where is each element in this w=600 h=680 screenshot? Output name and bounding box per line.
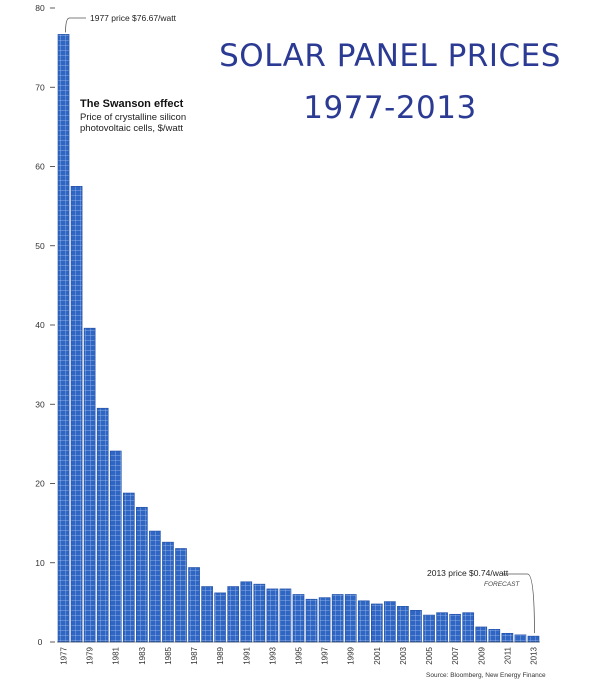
bar-2004 — [410, 609, 422, 643]
y-tick-label: 10 — [35, 558, 45, 568]
bar-2002 — [384, 601, 396, 643]
x-tick-label: 1981 — [112, 646, 121, 664]
y-tick-label: 30 — [35, 399, 45, 409]
bar-1989 — [214, 592, 227, 643]
bar-1984 — [149, 530, 161, 643]
bar-1995 — [292, 594, 305, 643]
swanson-effect-title: The Swanson effect — [80, 98, 184, 110]
x-tick-label: 2007 — [451, 646, 460, 664]
bar-2008 — [462, 612, 475, 643]
x-tick-label: 2001 — [373, 646, 382, 664]
bar-1998 — [331, 594, 344, 643]
callout-2013-price: 2013 price $0.74/watt — [427, 568, 509, 578]
bar-1993 — [266, 588, 279, 643]
x-tick-label: 1995 — [295, 646, 304, 664]
leader-2013 — [503, 573, 535, 634]
y-tick-label: 0 — [38, 637, 43, 647]
y-tick-label: 20 — [35, 479, 45, 489]
swanson-effect-subtitle: Price of crystalline silicon photovoltai… — [80, 112, 187, 134]
source-note: Source: Bloomberg, New Energy Finance — [426, 672, 546, 679]
bar-1982 — [122, 492, 135, 643]
x-tick-label: 1979 — [86, 646, 95, 664]
bar-1978 — [70, 186, 83, 643]
x-tick-label: 1989 — [216, 646, 225, 664]
bar-2006 — [436, 612, 448, 643]
bar-2010 — [488, 629, 501, 643]
x-tick-label: 1991 — [242, 646, 251, 664]
bar-1988 — [201, 586, 213, 643]
x-tick-label: 2011 — [503, 646, 512, 664]
x-tick-label: 1987 — [190, 646, 199, 664]
bar-1979 — [83, 327, 96, 643]
x-axis: 1977 1979 1981 1983 1985 1987 1989 1991 1993 1995… — [57, 641, 540, 665]
bar-2001 — [370, 603, 383, 643]
callout-leader-lines — [65, 17, 535, 634]
x-tick-label: 1977 — [60, 646, 69, 664]
chart-title-line2: 1977-2013 — [303, 90, 477, 126]
bar-2007 — [449, 613, 461, 643]
y-axis: 0 10 20 30 40 50 60 70 80 — [35, 3, 55, 647]
bar-1983 — [136, 506, 148, 643]
y-tick-label: 50 — [35, 241, 45, 251]
bar-1981 — [109, 450, 122, 643]
bar-2005 — [423, 614, 435, 643]
bar-2003 — [397, 606, 409, 643]
bar-1999 — [344, 594, 357, 643]
bar-2011 — [501, 632, 514, 643]
bar-2012 — [514, 634, 527, 643]
forecast-label: FORECAST — [484, 581, 520, 588]
chart-title-line1: SOLAR PANEL PRICES — [219, 38, 561, 74]
y-tick-label: 40 — [35, 320, 45, 330]
bar-1996 — [305, 598, 318, 643]
bar-1994 — [279, 588, 292, 643]
bar-1980 — [96, 407, 109, 643]
y-tick-label: 80 — [35, 3, 45, 13]
y-tick-label: 60 — [35, 162, 45, 172]
bar-2000 — [357, 600, 370, 643]
y-tick-label: 70 — [35, 82, 45, 92]
bar-1985 — [162, 541, 174, 643]
x-tick-label: 1997 — [321, 646, 330, 664]
bar-1987 — [188, 567, 200, 643]
x-tick-label: 2005 — [425, 646, 434, 664]
bar-1992 — [253, 583, 266, 643]
callout-1977-price: 1977 price $76.67/watt — [90, 13, 177, 23]
x-tick-label: 1999 — [347, 646, 356, 664]
x-tick-label: 2003 — [399, 646, 408, 664]
x-tick-label: 1983 — [138, 646, 147, 664]
bar-2013 — [527, 635, 540, 643]
x-tick-label: 2009 — [477, 646, 486, 664]
x-tick-label: 2013 — [529, 646, 538, 664]
bar-1986 — [175, 548, 187, 643]
leader-1977 — [65, 17, 86, 33]
bar-2009 — [475, 626, 488, 643]
x-tick-label: 1985 — [164, 646, 173, 664]
bar-1977 — [57, 34, 70, 643]
bar-1990 — [227, 586, 240, 643]
bar-1997 — [318, 597, 331, 643]
x-tick-label: 1993 — [268, 646, 277, 664]
bars-group — [57, 34, 540, 643]
bar-1991 — [240, 581, 253, 643]
